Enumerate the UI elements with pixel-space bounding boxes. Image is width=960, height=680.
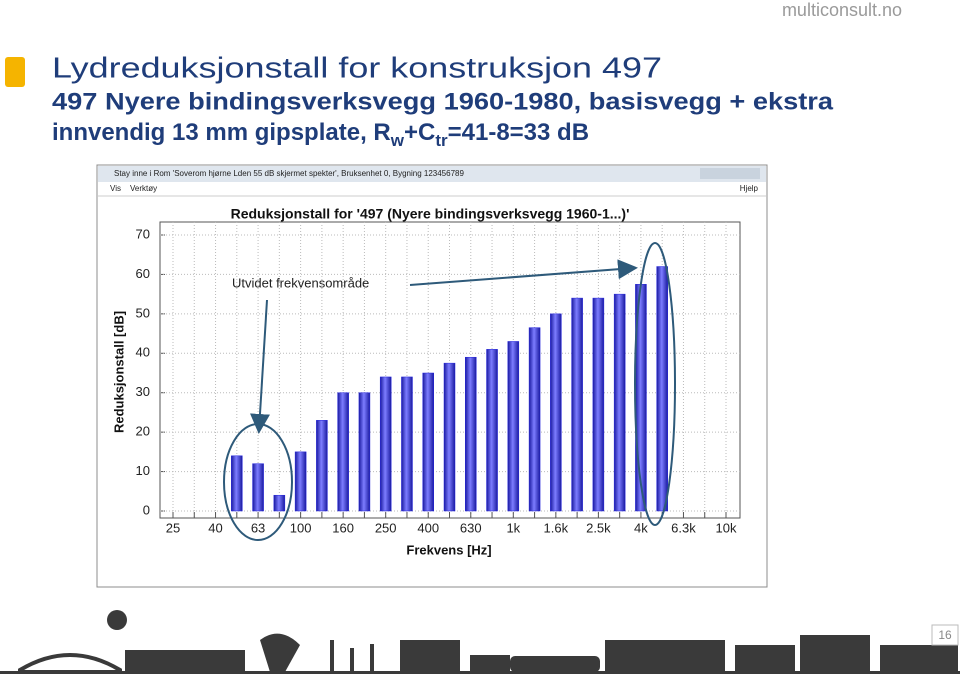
bar <box>571 297 583 512</box>
bar <box>337 392 349 512</box>
subtitle-part: =41-8=33 dB <box>448 119 589 146</box>
subscript: tr <box>435 131 448 150</box>
bar <box>294 451 307 512</box>
slide-subtitle: 497 Nyere bindingsverksvegg 1960-1980, b… <box>52 88 834 115</box>
slide-title: Lydreduksjonstall for konstruksjon 497 <box>52 53 662 85</box>
y-tick-label: 20 <box>136 424 150 439</box>
x-tick-label: 100 <box>290 520 312 535</box>
bar <box>252 463 264 512</box>
x-tick-label: 2.5k <box>586 520 611 535</box>
bar <box>465 356 477 512</box>
bar <box>358 392 371 512</box>
chart-title: Reduksjonstall for '497 (Nyere bindingsv… <box>231 206 630 222</box>
x-tick-label: 1k <box>506 520 520 535</box>
window-titlebar <box>98 166 766 182</box>
menu-item[interactable]: Hjelp <box>740 184 759 193</box>
x-tick-label: 160 <box>332 520 354 535</box>
bar <box>507 341 520 512</box>
x-tick-label: 40 <box>208 520 222 535</box>
x-tick-label: 63 <box>251 520 265 535</box>
bar <box>550 313 562 512</box>
bar <box>422 372 434 512</box>
menu-item[interactable]: Vis <box>110 184 121 193</box>
annotation-arrow <box>409 259 638 286</box>
x-tick-label: 10k <box>716 520 737 535</box>
subscript: w <box>390 131 405 150</box>
bar <box>401 376 413 512</box>
bar <box>528 327 541 512</box>
bar <box>231 455 243 512</box>
footer-skyline <box>0 610 960 674</box>
window-title: Stay inne i Rom 'Soverom hjørne Lden 55 … <box>114 169 464 178</box>
slide-subtitle: innvendig 13 mm gipsplate, Rw+Ctr=41-8=3… <box>52 119 589 150</box>
bar <box>656 266 668 512</box>
accent-tab <box>5 57 25 87</box>
y-tick-label: 70 <box>136 226 150 241</box>
site-name: multiconsult.no <box>782 0 902 20</box>
y-tick-label: 0 <box>143 502 150 517</box>
bar <box>443 362 456 512</box>
page-number-box <box>931 624 959 646</box>
highlight-ellipse <box>634 242 676 526</box>
annotation: Utvidet frekvensområde <box>232 275 369 290</box>
menu-item[interactable]: Verktøy <box>130 184 157 193</box>
subtitle-part: +C <box>404 119 435 146</box>
page-number: 16 <box>938 628 952 642</box>
x-tick-label: 25 <box>166 520 180 535</box>
bar <box>613 293 626 512</box>
x-tick-label: 630 <box>460 520 482 535</box>
x-tick-label: 250 <box>375 520 397 535</box>
x-tick-label: 1.6k <box>544 520 569 535</box>
bar <box>592 297 605 512</box>
bar <box>316 420 328 512</box>
x-axis-label: Frekvens [Hz] <box>406 542 491 557</box>
x-tick-label: 4k <box>634 520 648 535</box>
y-axis-label: Reduksjonstall [dB] <box>111 311 126 433</box>
window-buttons[interactable] <box>700 168 760 179</box>
y-tick-label: 40 <box>136 345 150 360</box>
y-tick-label: 50 <box>136 305 150 320</box>
y-tick-label: 60 <box>136 266 150 281</box>
x-tick-label: 400 <box>417 520 439 535</box>
x-tick-label: 6.3k <box>671 520 696 535</box>
highlight-ellipse <box>223 423 293 541</box>
bar <box>486 349 498 512</box>
y-tick-label: 10 <box>136 463 150 478</box>
bar <box>379 376 392 512</box>
subtitle-part: innvendig 13 mm gipsplate, R <box>52 119 391 146</box>
annotation-arrow <box>250 299 270 434</box>
y-tick-label: 30 <box>136 384 150 399</box>
bar <box>273 494 286 512</box>
